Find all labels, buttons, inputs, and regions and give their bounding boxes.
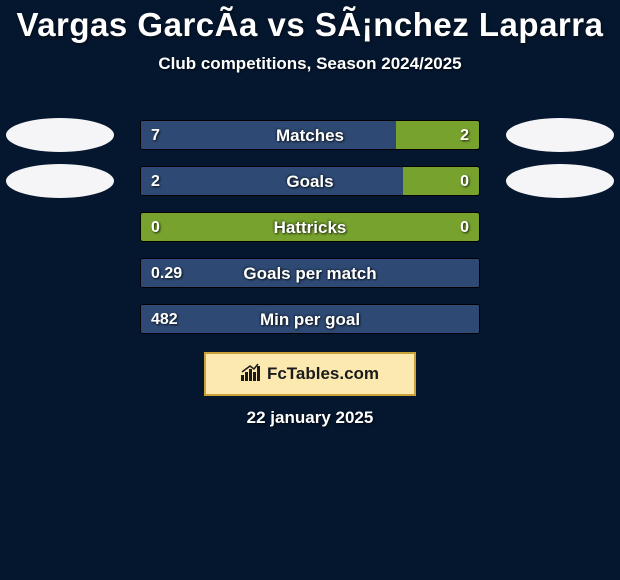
- stat-label: Hattricks: [141, 213, 479, 241]
- chart-icon: [241, 363, 263, 386]
- player-left-avatar: [6, 164, 114, 198]
- stat-value-left: 2: [151, 167, 160, 195]
- comparison-title: Vargas GarcÃ­a vs SÃ¡nchez Laparra: [0, 0, 620, 44]
- snapshot-date: 22 january 2025: [0, 408, 620, 428]
- stat-value-left: 7: [151, 121, 160, 149]
- stat-row-matches: 7 Matches 2: [0, 120, 620, 150]
- stats-rows: 7 Matches 2 2 Goals 0 0 Hattricks 0 0.29…: [0, 120, 620, 350]
- stat-bar-fill: [141, 305, 479, 333]
- stat-row-mpg: 482 Min per goal: [0, 304, 620, 334]
- stat-bar: 2 Goals 0: [140, 166, 480, 196]
- stat-row-gpm: 0.29 Goals per match: [0, 258, 620, 288]
- stat-value-left: 482: [151, 305, 178, 333]
- stat-bar: 7 Matches 2: [140, 120, 480, 150]
- stat-value-right: 0: [460, 213, 469, 241]
- player-right-avatar: [506, 164, 614, 198]
- stat-bar-fill: [141, 167, 403, 195]
- stat-value-right: 0: [460, 167, 469, 195]
- stat-bar: 482 Min per goal: [140, 304, 480, 334]
- stat-bar-fill: [141, 121, 396, 149]
- brand-badge[interactable]: FcTables.com: [204, 352, 416, 396]
- brand-text: FcTables.com: [267, 364, 379, 384]
- player-right-avatar: [506, 118, 614, 152]
- stat-value-left: 0: [151, 213, 160, 241]
- stat-bar: 0 Hattricks 0: [140, 212, 480, 242]
- stat-value-left: 0.29: [151, 259, 182, 287]
- stat-bar: 0.29 Goals per match: [140, 258, 480, 288]
- comparison-subtitle: Club competitions, Season 2024/2025: [0, 54, 620, 74]
- player-left-avatar: [6, 118, 114, 152]
- stat-bar-fill: [141, 259, 479, 287]
- stat-value-right: 2: [460, 121, 469, 149]
- stat-row-hattricks: 0 Hattricks 0: [0, 212, 620, 242]
- stat-row-goals: 2 Goals 0: [0, 166, 620, 196]
